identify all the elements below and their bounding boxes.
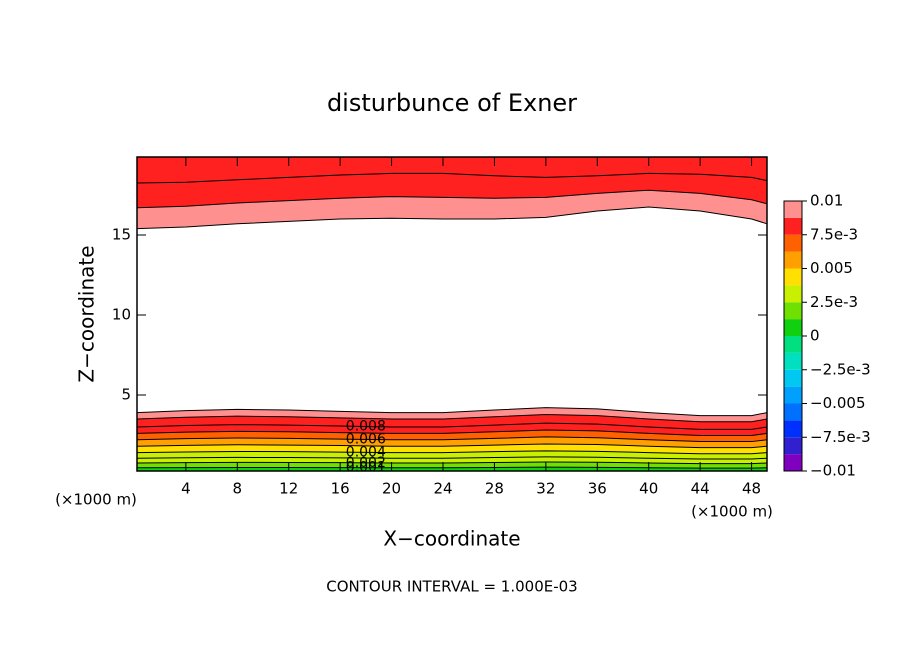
contour-line — [136, 172, 768, 184]
contour-band — [137, 157, 767, 183]
colorbar-swatch — [784, 302, 802, 320]
x-tick-label: 8 — [233, 480, 243, 498]
contour-line — [136, 443, 768, 449]
colorbar-swatch — [784, 336, 802, 353]
colorbar-swatch — [784, 386, 802, 404]
x-axis-label: X−coordinate — [383, 527, 520, 551]
x-tick-label: 28 — [485, 480, 504, 498]
contour-line — [136, 466, 768, 469]
x-unit-label: (×1000 m) — [691, 503, 773, 521]
x-tick-label: 48 — [742, 480, 761, 498]
x-tick-label: 36 — [588, 480, 607, 498]
y-axis-label: Z−coordinate — [75, 245, 99, 382]
contour-line — [136, 436, 768, 443]
colorbar-tick-label: −0.01 — [810, 462, 856, 480]
colorbar-swatch — [784, 234, 802, 252]
contour-label: 0.001 — [346, 460, 386, 476]
colorbar-tick-label: −7.5e-3 — [810, 428, 871, 446]
contour-line — [136, 422, 768, 430]
contour-line — [136, 461, 768, 465]
colorbar-swatch — [784, 217, 802, 235]
colorbar-tick-label: −0.005 — [810, 394, 866, 412]
contour-interval-note: CONTOUR INTERVAL = 1.000E-03 — [326, 578, 577, 596]
colorbar-tick-label: 2.5e-3 — [810, 293, 858, 311]
plot-frame — [136, 156, 768, 472]
x-tick-label: 32 — [536, 480, 555, 498]
contour-band — [137, 173, 767, 208]
x-tick-label: 4 — [181, 480, 191, 498]
colorbar-tick-label: 7.5e-3 — [810, 225, 858, 243]
contour-label: 0.002 — [346, 455, 386, 471]
contour-line — [136, 450, 768, 455]
colorbar-tick-label: 0 — [810, 327, 820, 345]
colorbar-swatch — [784, 420, 802, 438]
contour-line — [136, 189, 768, 209]
colorbar-swatch — [784, 454, 802, 471]
contour-band — [137, 407, 767, 422]
x-tick-label: 24 — [433, 480, 452, 498]
colorbar-swatch — [784, 285, 802, 303]
colorbar-swatch — [784, 352, 802, 370]
contour-label: 0.004 — [346, 444, 386, 460]
colorbar-swatch — [784, 201, 802, 218]
contour-line — [136, 414, 768, 423]
contour-line — [136, 407, 768, 417]
colorbar-swatch — [784, 369, 802, 387]
x-tick-label: 40 — [639, 480, 658, 498]
contour-band — [137, 190, 767, 229]
contour-band — [137, 467, 767, 471]
contour-label: 0.008 — [346, 419, 386, 435]
contour-label: 0.006 — [346, 431, 386, 447]
y-tick-label: 10 — [112, 306, 131, 324]
x-tick-label: 12 — [279, 480, 298, 498]
contour-band — [137, 430, 767, 442]
contour-band — [137, 423, 767, 436]
y-tick-label: 15 — [112, 226, 131, 244]
x-tick-label: 16 — [331, 480, 350, 498]
contour-band — [137, 414, 767, 430]
colorbar-swatch — [784, 319, 802, 336]
colorbar-swatch — [784, 437, 802, 455]
x-tick-label: 20 — [382, 480, 401, 498]
y-tick-label: 5 — [121, 386, 131, 404]
contour-band — [137, 462, 767, 469]
contour-line — [136, 456, 768, 460]
contour-line — [136, 429, 768, 436]
colorbar-tick-label: 0.01 — [810, 192, 843, 210]
colorbar-tick-label: 0.005 — [810, 259, 853, 277]
x-tick-label: 44 — [691, 480, 710, 498]
chart-title: disturbunce of Exner — [327, 89, 577, 117]
contour-band — [137, 450, 767, 459]
x-unit-label: (×1000 m) — [55, 491, 137, 509]
colorbar-swatch — [784, 251, 802, 269]
colorbar-swatch — [784, 268, 802, 286]
contour-line — [136, 206, 768, 230]
colorbar-swatch — [784, 403, 802, 421]
colorbar-tick-label: −2.5e-3 — [810, 360, 871, 378]
